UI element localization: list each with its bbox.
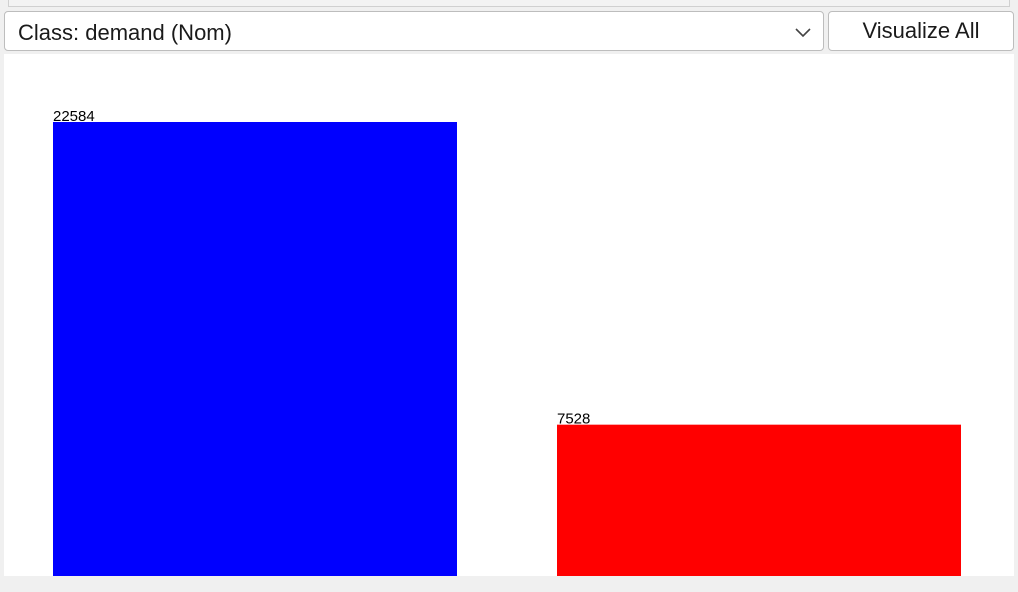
chevron-down-icon bbox=[795, 28, 811, 38]
bar-1[interactable] bbox=[53, 122, 457, 576]
class-attribute-dropdown[interactable]: Class: demand (Nom) bbox=[4, 11, 824, 51]
bar-value-label: 7528 bbox=[557, 411, 590, 428]
top-panel-edge bbox=[8, 0, 1010, 7]
top-strip bbox=[0, 0, 1018, 10]
visualize-all-button[interactable]: Visualize All bbox=[828, 11, 1014, 51]
bar-chart: 22584 7528 bbox=[53, 108, 961, 576]
bar-2[interactable] bbox=[557, 424, 961, 576]
panel-right-edge bbox=[1014, 54, 1018, 576]
bottom-strip bbox=[0, 576, 1018, 592]
class-distribution-chart: 22584 7528 bbox=[4, 54, 1016, 576]
bar-value-label: 22584 bbox=[53, 108, 95, 125]
class-attribute-label: Class: demand (Nom) bbox=[18, 20, 232, 45]
